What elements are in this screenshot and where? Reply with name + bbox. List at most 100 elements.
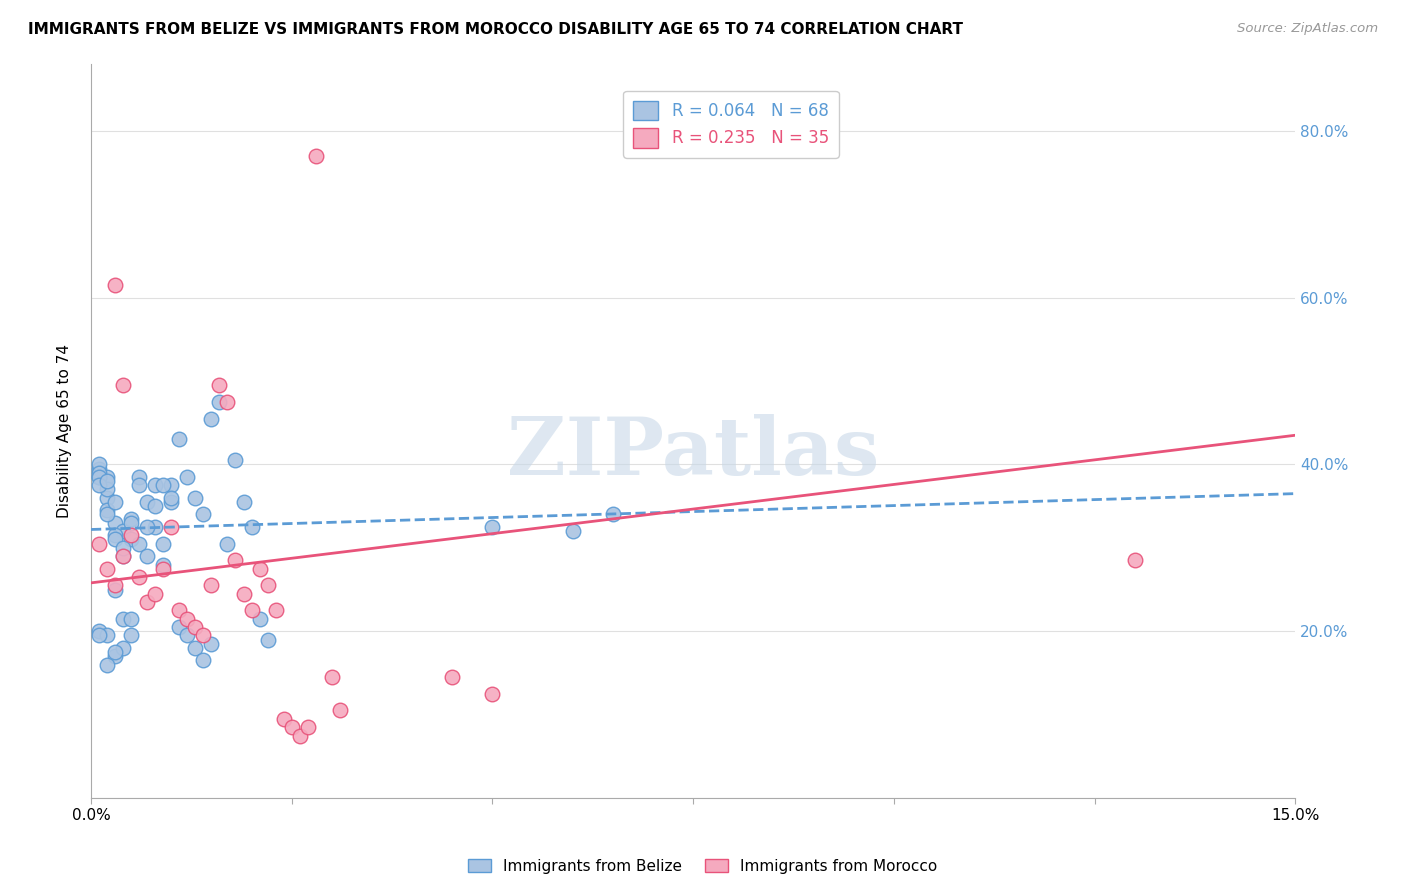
- Y-axis label: Disability Age 65 to 74: Disability Age 65 to 74: [58, 344, 72, 518]
- Point: [96, 474, 118, 488]
- Point: [104, 533, 127, 547]
- Point: [87, 458, 110, 472]
- Point: [232, 495, 254, 509]
- Point: [96, 508, 118, 522]
- Point: [136, 595, 159, 609]
- Point: [176, 470, 198, 484]
- Point: [217, 395, 239, 409]
- Point: [112, 524, 135, 538]
- Point: [104, 582, 127, 597]
- Legend: Immigrants from Belize, Immigrants from Morocco: Immigrants from Belize, Immigrants from …: [463, 853, 943, 880]
- Point: [143, 587, 166, 601]
- Point: [152, 562, 174, 576]
- Point: [176, 628, 198, 642]
- Point: [305, 149, 328, 163]
- Point: [120, 511, 142, 525]
- Point: [224, 553, 246, 567]
- Point: [481, 687, 503, 701]
- Point: [87, 470, 110, 484]
- Point: [184, 620, 207, 634]
- Point: [112, 549, 135, 564]
- Point: [120, 612, 142, 626]
- Point: [167, 433, 190, 447]
- Point: [167, 620, 190, 634]
- Point: [160, 495, 183, 509]
- Point: [167, 603, 190, 617]
- Point: [143, 499, 166, 513]
- Point: [120, 516, 142, 530]
- Point: [136, 495, 159, 509]
- Point: [160, 520, 183, 534]
- Point: [217, 536, 239, 550]
- Point: [321, 670, 343, 684]
- Point: [561, 524, 583, 538]
- Point: [280, 720, 302, 734]
- Point: [184, 640, 207, 655]
- Point: [193, 628, 215, 642]
- Point: [184, 491, 207, 505]
- Point: [96, 503, 118, 517]
- Point: [104, 278, 127, 293]
- Text: Source: ZipAtlas.com: Source: ZipAtlas.com: [1237, 22, 1378, 36]
- Point: [104, 578, 127, 592]
- Point: [200, 578, 222, 592]
- Point: [87, 536, 110, 550]
- Point: [120, 533, 142, 547]
- Point: [104, 645, 127, 659]
- Point: [240, 520, 263, 534]
- Point: [249, 562, 271, 576]
- Point: [152, 558, 174, 572]
- Point: [87, 628, 110, 642]
- Point: [87, 624, 110, 639]
- Text: ZIPatlas: ZIPatlas: [508, 414, 879, 492]
- Point: [112, 549, 135, 564]
- Point: [87, 478, 110, 492]
- Point: [87, 470, 110, 484]
- Point: [256, 578, 278, 592]
- Point: [176, 612, 198, 626]
- Point: [224, 453, 246, 467]
- Point: [249, 612, 271, 626]
- Point: [602, 508, 624, 522]
- Point: [120, 528, 142, 542]
- Point: [208, 378, 231, 392]
- Point: [136, 520, 159, 534]
- Point: [96, 483, 118, 497]
- Point: [104, 528, 127, 542]
- Point: [193, 508, 215, 522]
- Point: [128, 478, 150, 492]
- Point: [297, 720, 319, 734]
- Point: [240, 603, 263, 617]
- Point: [1123, 553, 1146, 567]
- Point: [87, 466, 110, 480]
- Point: [160, 478, 183, 492]
- Point: [120, 628, 142, 642]
- Point: [143, 520, 166, 534]
- Point: [112, 541, 135, 555]
- Point: [208, 395, 231, 409]
- Point: [264, 603, 287, 617]
- Point: [112, 640, 135, 655]
- Point: [96, 562, 118, 576]
- Point: [96, 628, 118, 642]
- Point: [96, 491, 118, 505]
- Point: [87, 461, 110, 475]
- Point: [200, 411, 222, 425]
- Point: [96, 470, 118, 484]
- Point: [273, 712, 295, 726]
- Point: [104, 495, 127, 509]
- Point: [104, 649, 127, 664]
- Point: [441, 670, 464, 684]
- Point: [143, 478, 166, 492]
- Point: [288, 729, 311, 743]
- Point: [200, 637, 222, 651]
- Point: [112, 378, 135, 392]
- Point: [256, 632, 278, 647]
- Point: [481, 520, 503, 534]
- Point: [193, 653, 215, 667]
- Point: [128, 570, 150, 584]
- Point: [160, 491, 183, 505]
- Point: [128, 536, 150, 550]
- Legend: R = 0.064   N = 68, R = 0.235   N = 35: R = 0.064 N = 68, R = 0.235 N = 35: [623, 91, 839, 158]
- Point: [112, 612, 135, 626]
